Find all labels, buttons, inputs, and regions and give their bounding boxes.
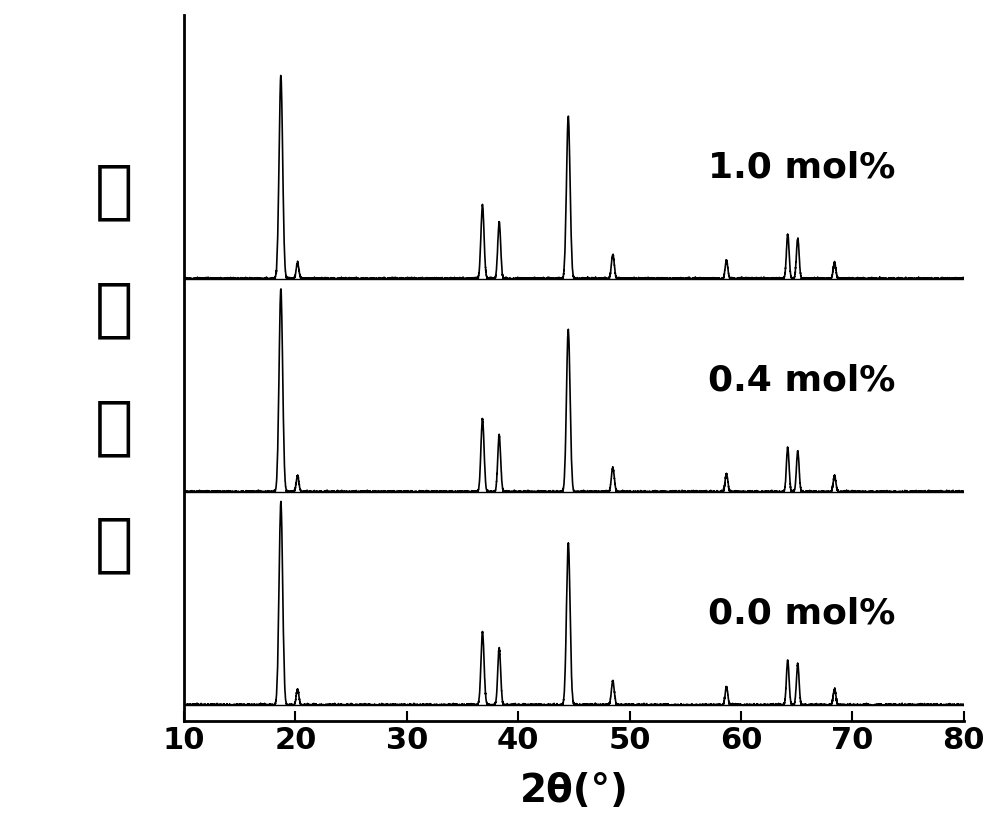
X-axis label: 2θ(°): 2θ(°) [519, 772, 628, 810]
Text: 0.4 mol%: 0.4 mol% [708, 364, 895, 398]
Text: 1.0 mol%: 1.0 mol% [708, 150, 895, 184]
Text: 度: 度 [95, 514, 133, 576]
Text: 0.0 mol%: 0.0 mol% [708, 596, 895, 631]
Text: 相: 相 [95, 161, 133, 223]
Text: 对: 对 [95, 278, 133, 341]
Text: 强: 强 [95, 396, 133, 458]
